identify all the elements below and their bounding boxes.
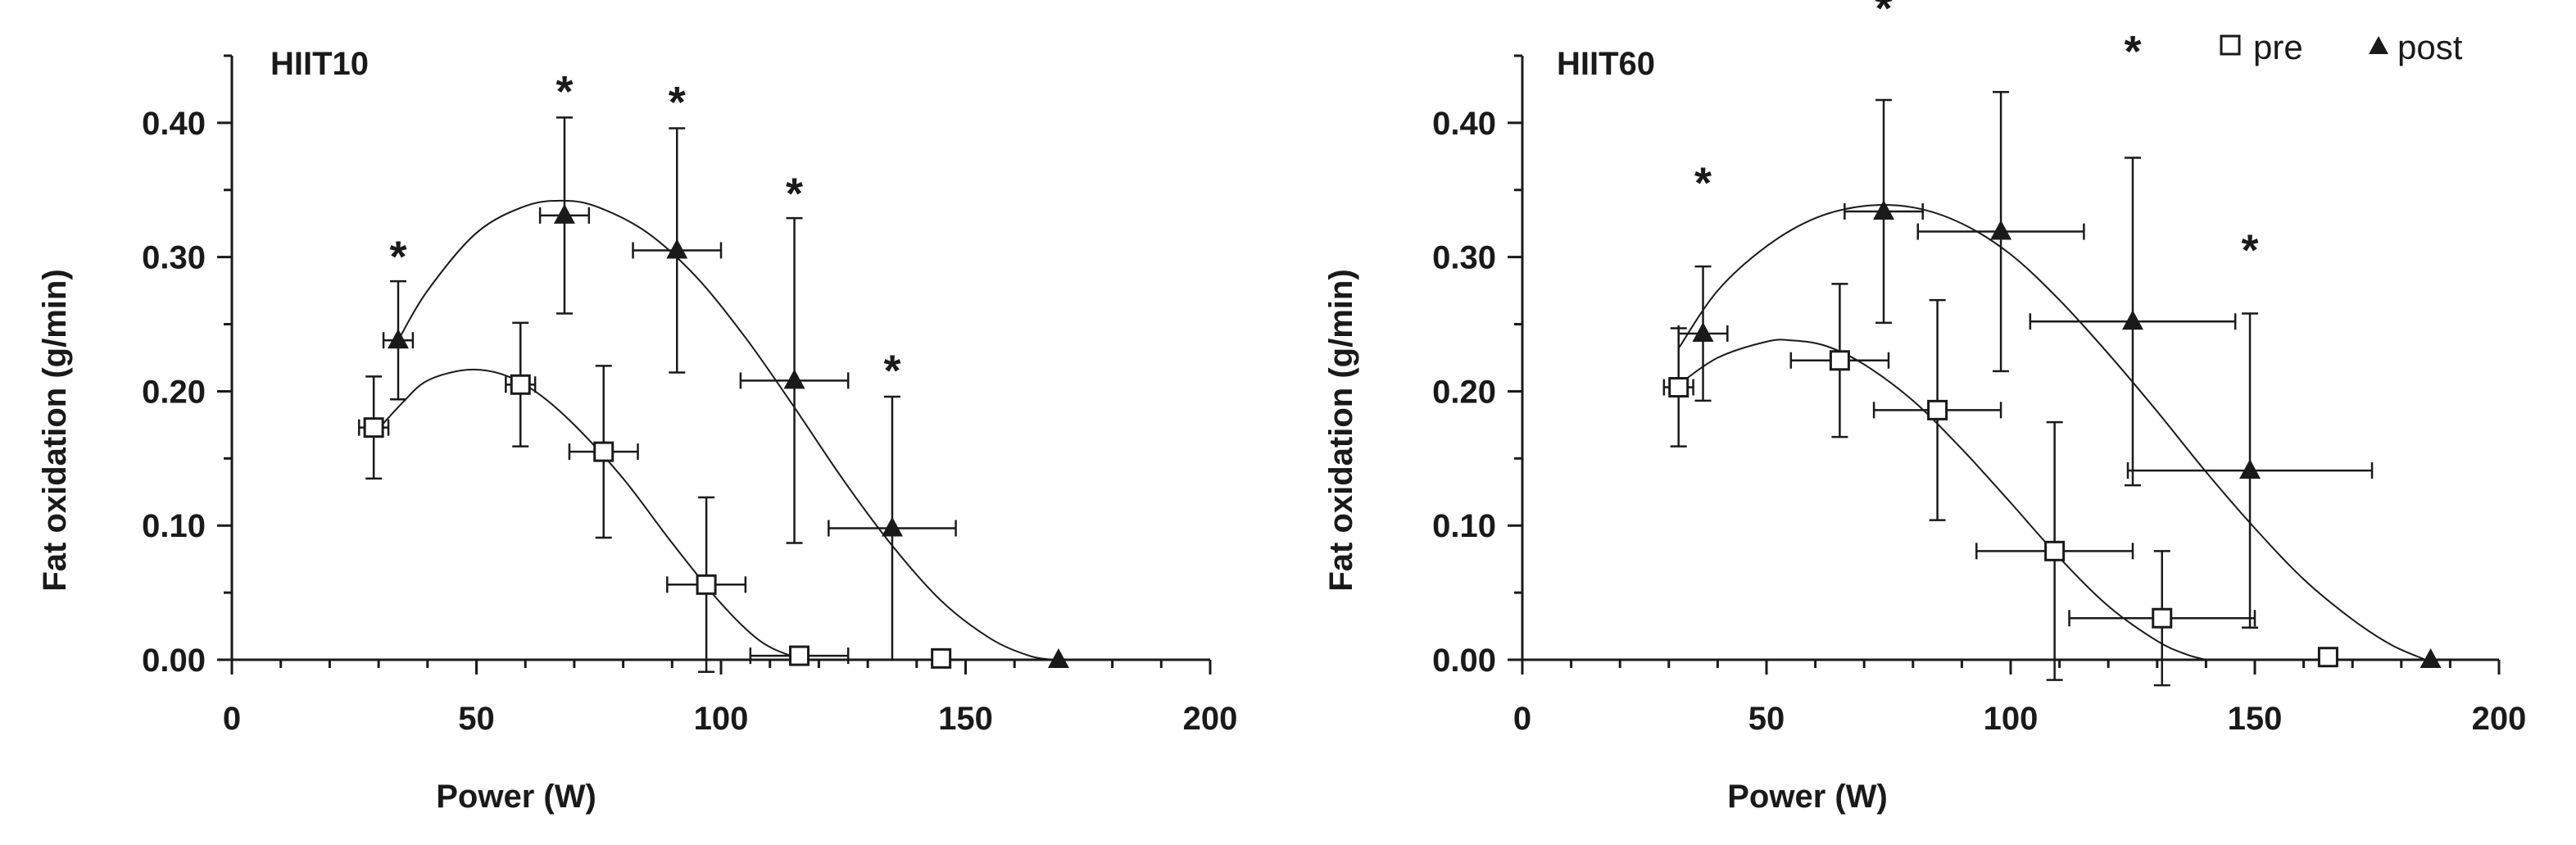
x-axis-title: Power (W) [436, 779, 596, 815]
x-tick-label: 150 [938, 701, 993, 737]
post-data-point [666, 239, 688, 259]
legend-post-label: post [2397, 28, 2463, 66]
pre-data-point [363, 417, 384, 438]
significance-star: * [389, 232, 406, 281]
panel-title: HIIT60 [1557, 46, 1655, 82]
x-tick-label: 200 [2472, 701, 2527, 737]
y-tick-label: 0.40 [1432, 106, 1496, 142]
y-tick-label: 0.00 [1432, 643, 1496, 679]
legend: pre post [2220, 28, 2463, 66]
pre-data-point [510, 374, 531, 395]
pre-data-point [593, 441, 615, 462]
y-tick-label: 0.30 [1432, 240, 1496, 276]
pre-data-point [696, 574, 717, 595]
significance-star: * [1694, 158, 1712, 207]
panel-title: HIIT10 [270, 46, 369, 82]
significance-star: * [883, 347, 900, 396]
y-tick-label: 0.10 [1432, 508, 1496, 544]
y-tick-label: 0.40 [142, 106, 206, 142]
post-data-point [553, 203, 575, 224]
significance-star: * [556, 67, 573, 116]
post-fit-curve [1677, 204, 2426, 661]
post-data-point [2239, 459, 2261, 479]
y-tick-label: 0.10 [142, 508, 206, 544]
y-tick-label: 0.20 [1432, 374, 1496, 410]
pre-fit-curve [1678, 338, 2206, 661]
significance-star: * [1993, 0, 2010, 20]
significance-star: * [786, 170, 803, 219]
y-axis-title: Fat oxidation (g/min) [1323, 269, 1359, 591]
pre-data-point [1668, 377, 1689, 398]
post-data-point [1047, 648, 1069, 668]
y-axis-title: Fat oxidation (g/min) [37, 269, 73, 591]
x-tick-label: 50 [458, 701, 495, 737]
pre-fit-curve [373, 368, 810, 661]
post-data-point [2122, 310, 2143, 330]
pre-data-point [2152, 607, 2173, 629]
post-data-point [1873, 199, 1895, 220]
legend-post-marker [2369, 36, 2388, 54]
significance-star: * [669, 78, 686, 127]
post-fit-curve [397, 199, 1054, 661]
significance-star: * [1875, 0, 1893, 33]
post-data-point [387, 329, 409, 349]
panel-hiit60: HIIT60 Power (W) Fat oxidation (g/min) 0… [1323, 0, 2526, 815]
legend-pre-label: pre [2253, 28, 2303, 66]
pre-data-point [2044, 540, 2066, 561]
post-data-point [2420, 648, 2442, 668]
x-tick-label: 200 [1183, 701, 1238, 737]
pre-data-point [789, 645, 810, 666]
pre-data-point [2317, 647, 2338, 668]
y-tick-label: 0.30 [142, 240, 206, 276]
legend-pre-marker [2220, 34, 2241, 56]
significance-star: * [2242, 225, 2259, 275]
x-tick-label: 50 [1748, 701, 1785, 737]
x-tick-label: 0 [1513, 701, 1531, 737]
post-data-point [783, 369, 805, 389]
pre-data-point [1829, 350, 1850, 371]
post-data-point [1692, 322, 1714, 343]
pre-data-point [931, 647, 952, 669]
post-data-point [1990, 220, 2012, 240]
y-tick-label: 0.00 [142, 643, 206, 679]
significance-star: * [2124, 27, 2141, 76]
x-tick-label: 0 [223, 701, 241, 737]
x-axis-title: Power (W) [1727, 779, 1888, 815]
post-data-point [881, 516, 903, 537]
x-tick-label: 100 [1984, 701, 2039, 737]
panel-hiit10: HIIT10 Power (W) Fat oxidation (g/min) 0… [37, 46, 1237, 815]
x-tick-label: 150 [2228, 701, 2283, 737]
y-tick-label: 0.20 [142, 374, 206, 410]
pre-data-point [1927, 399, 1948, 420]
x-tick-label: 100 [694, 701, 749, 737]
